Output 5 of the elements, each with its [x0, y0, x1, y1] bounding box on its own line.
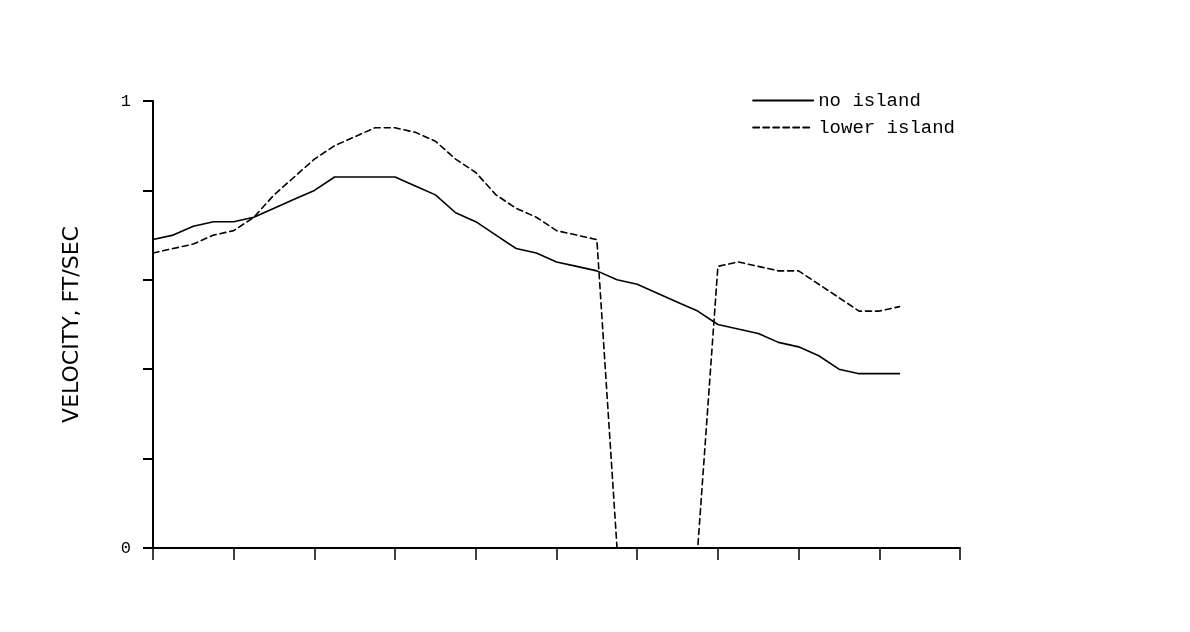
- y-tick-label: 0: [120, 538, 131, 558]
- y-axis-title: VELOCITY, FT/SEC: [57, 226, 83, 423]
- legend-label: lower island: [818, 116, 956, 139]
- y-tick-label: 1: [120, 91, 131, 111]
- legend-label: no island: [818, 89, 921, 112]
